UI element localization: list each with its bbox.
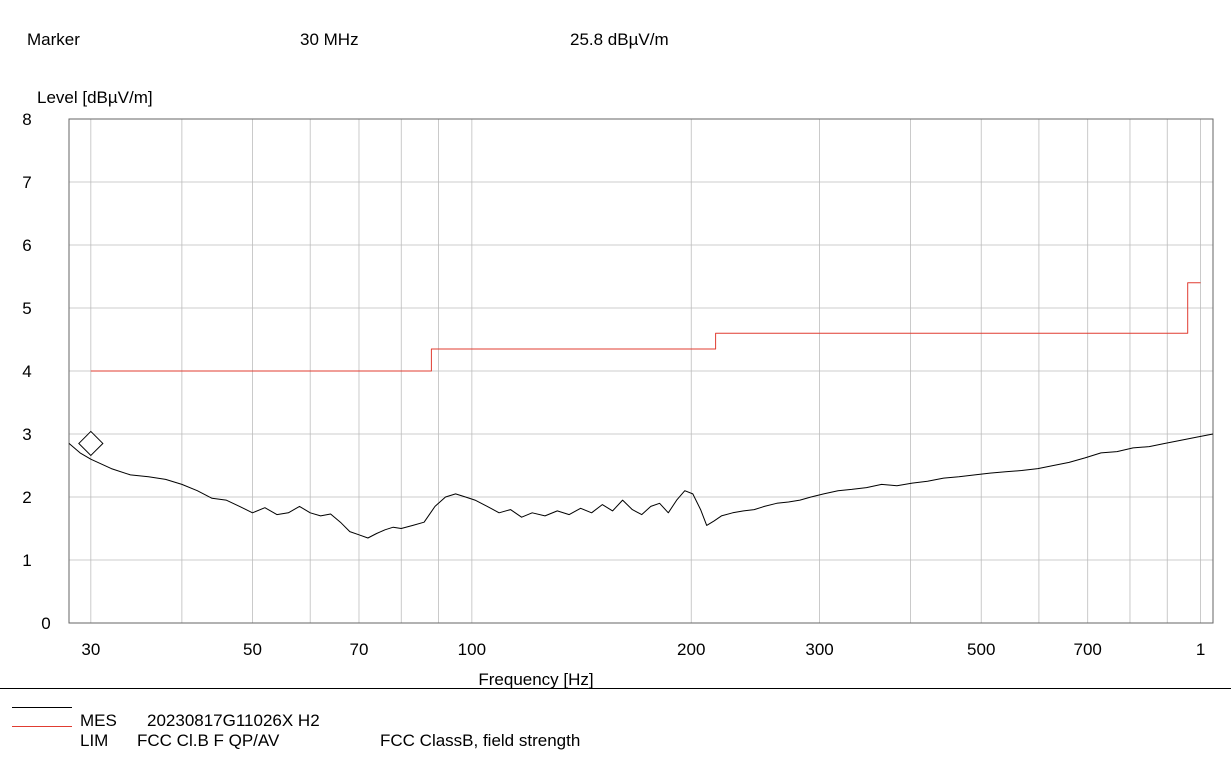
y-tick-label: 7 xyxy=(22,173,31,192)
x-tick-label: 50 xyxy=(243,640,262,659)
series-layer xyxy=(68,282,1214,539)
legend-lim-name: FCC Cl.B F QP/AV xyxy=(137,731,280,750)
legend-lim-description: FCC ClassB, field strength xyxy=(380,731,581,750)
y-tick-label: 5 xyxy=(22,299,31,318)
y-tick-label: 4 xyxy=(22,362,31,381)
x-tick-label: 70 xyxy=(350,640,369,659)
legend-mes-prefix: MES xyxy=(80,711,117,730)
x-tick-label: 100 xyxy=(458,640,486,659)
x-tick-label: 500 xyxy=(967,640,995,659)
x-tick-label: 700 xyxy=(1074,640,1102,659)
y-tick-label: 8 xyxy=(22,110,31,129)
legend-mes-swatch xyxy=(12,707,72,708)
x-tick-label: 200 xyxy=(677,640,705,659)
y-tick-label: 0 xyxy=(41,614,50,633)
legend: MES 20230817G11026X H2 LIM FCC Cl.B F QP… xyxy=(0,688,1231,760)
legend-lim-prefix: LIM xyxy=(80,731,109,750)
y-axis-label: Level [dBµV/m] xyxy=(37,88,153,107)
emission-chart: 0 1 2 3 4 5 6 7 8 30 50 70 100 200 300 500 700 1 Level [… xyxy=(22,88,1214,689)
x-tick-label: 30 xyxy=(81,640,100,659)
x-tick-label: 300 xyxy=(805,640,833,659)
y-tick-label: 2 xyxy=(22,488,31,507)
series-lim-line xyxy=(90,282,1201,372)
y-tick-label: 1 xyxy=(22,551,31,570)
x-axis-label: Frequency [Hz] xyxy=(478,670,593,689)
marker-level: 25.8 dBµV/m xyxy=(570,30,669,49)
marker-frequency: 30 MHz xyxy=(300,30,359,49)
series-mes-line xyxy=(68,433,1214,539)
x-tick-label: 1 xyxy=(1196,640,1205,659)
marker-diamond xyxy=(78,430,104,457)
legend-lim-swatch xyxy=(12,726,72,727)
y-tick-label: 3 xyxy=(22,425,31,444)
plot-border xyxy=(68,118,1214,624)
y-tick-label: 6 xyxy=(22,236,31,255)
marker-label: Marker xyxy=(27,30,80,49)
legend-mes-name: 20230817G11026X H2 xyxy=(147,711,320,730)
legend-divider xyxy=(0,688,1231,689)
x-tick-labels: 30 50 70 100 200 300 500 700 1 xyxy=(81,640,1205,659)
y-tick-labels: 0 1 2 3 4 5 6 7 8 xyxy=(22,110,50,633)
